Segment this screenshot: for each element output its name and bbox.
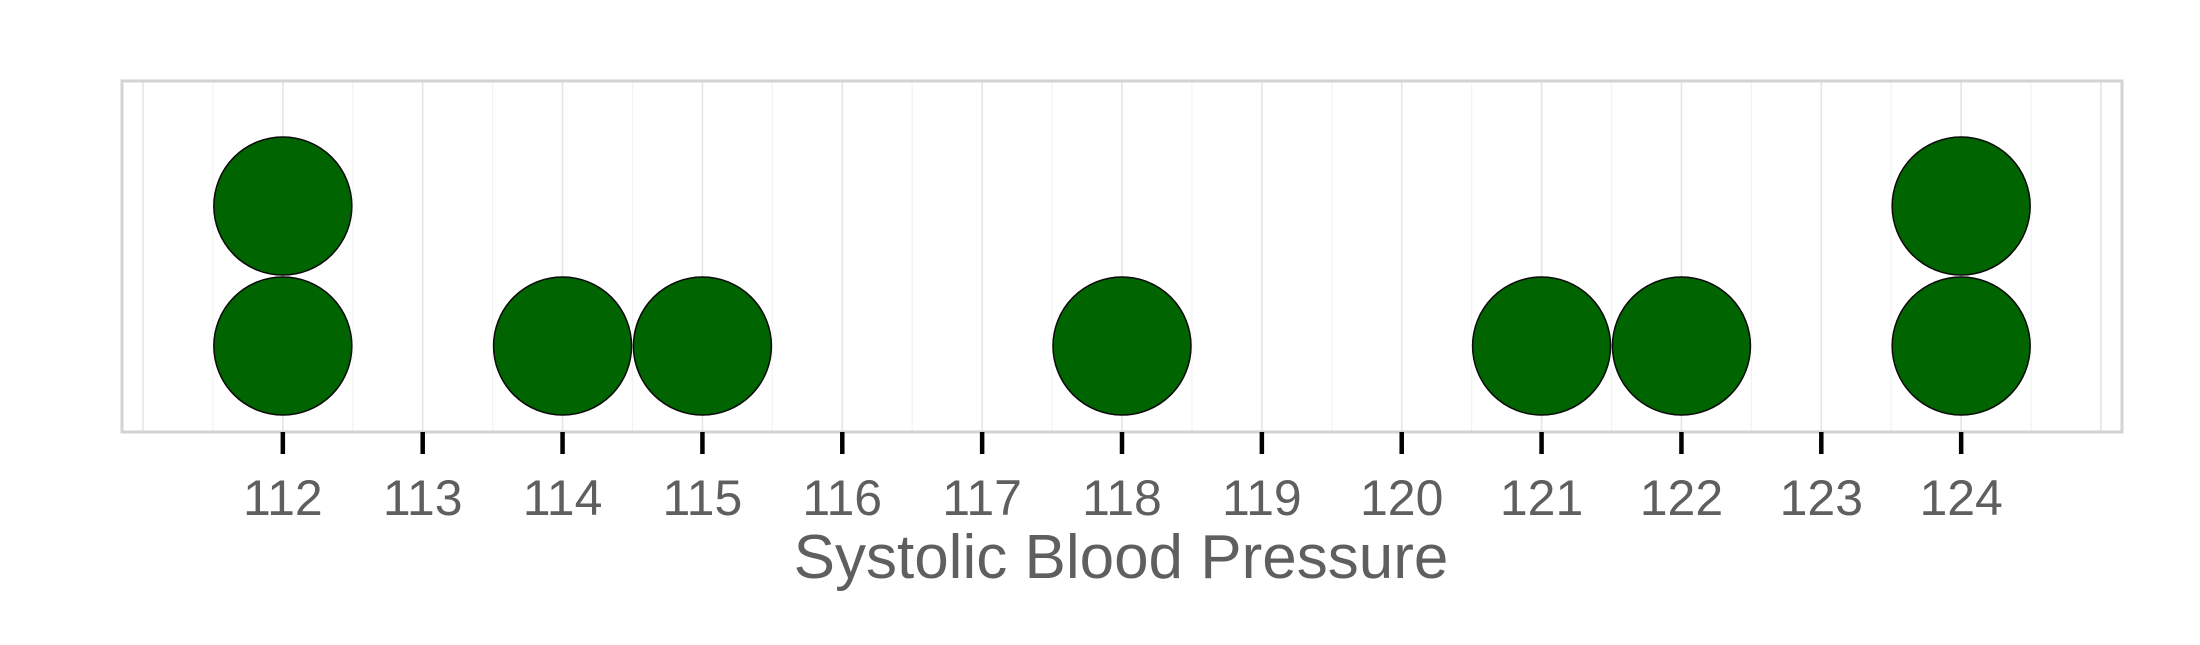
x-tick-label: 124 [1919, 470, 2002, 526]
x-tick-label: 119 [1222, 470, 1302, 526]
x-tick-label: 117 [942, 470, 1022, 526]
x-tick-label: 115 [663, 470, 743, 526]
data-dot [1891, 276, 2031, 416]
x-tick-label: 116 [802, 470, 882, 526]
x-axis-title: Systolic Blood Pressure [794, 523, 1449, 592]
x-axis-tick-labels: 112 113 114 115 116 117 118 119 120 121 122 123 124 [243, 470, 2003, 526]
data-dot [1891, 136, 2031, 276]
data-dot [632, 276, 773, 416]
data-dot [1471, 276, 1612, 416]
x-tick-label: 120 [1360, 470, 1443, 526]
data-dot [213, 276, 353, 416]
x-axis-ticks [280, 432, 1964, 454]
x-tick-label: 113 [383, 470, 463, 526]
x-tick-label: 121 [1500, 470, 1583, 526]
x-tick-label: 122 [1640, 470, 1723, 526]
data-dot [1611, 276, 1752, 416]
x-tick-label: 114 [523, 470, 603, 526]
data-dot [492, 276, 633, 416]
x-tick-label: 123 [1780, 470, 1863, 526]
x-tick-label: 118 [1082, 470, 1162, 526]
dots-layer [213, 136, 2031, 416]
data-dot [213, 136, 353, 276]
x-tick-label: 112 [243, 470, 323, 526]
data-dot [1052, 276, 1192, 416]
